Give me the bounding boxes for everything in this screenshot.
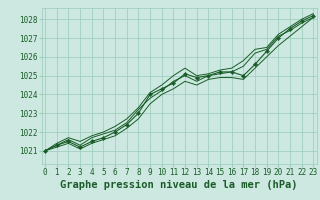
X-axis label: Graphe pression niveau de la mer (hPa): Graphe pression niveau de la mer (hPa) — [60, 180, 298, 190]
